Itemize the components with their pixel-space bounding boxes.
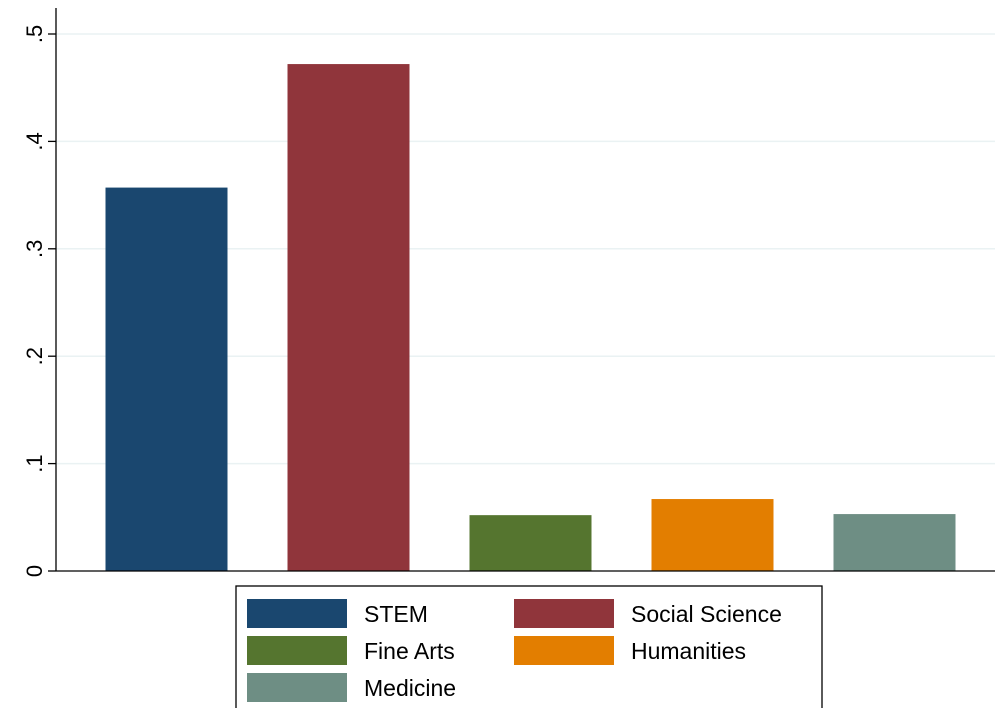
legend-label: STEM [364,601,428,627]
y-tick-label: .3 [22,240,47,258]
bar-humanities [651,499,774,571]
legend-label: Fine Arts [364,638,455,664]
legend-label: Humanities [631,638,746,664]
bar-stem [105,187,228,571]
y-ticks: 0 .1 .2 .3 .4 .5 [22,25,56,577]
y-tick-label: 0 [22,565,47,577]
bars [105,64,956,572]
bar-social-science [287,64,410,572]
legend: STEM Social Science Fine Arts Humanities Med… [235,585,823,708]
bar-medicine [833,514,956,571]
legend-swatch [247,673,347,702]
legend-label: Social Science [631,601,782,627]
axes [55,8,995,572]
legend-swatch [247,636,347,665]
legend-swatch [514,599,614,628]
legend-label: Medicine [364,675,456,701]
y-tick-label: .1 [22,454,47,472]
legend-swatch [514,636,614,665]
y-tick-label: .4 [22,132,47,150]
bar-fine-arts [469,515,592,571]
y-tick-label: .2 [22,347,47,365]
legend-swatch [247,599,347,628]
y-tick-label: .5 [22,25,47,43]
